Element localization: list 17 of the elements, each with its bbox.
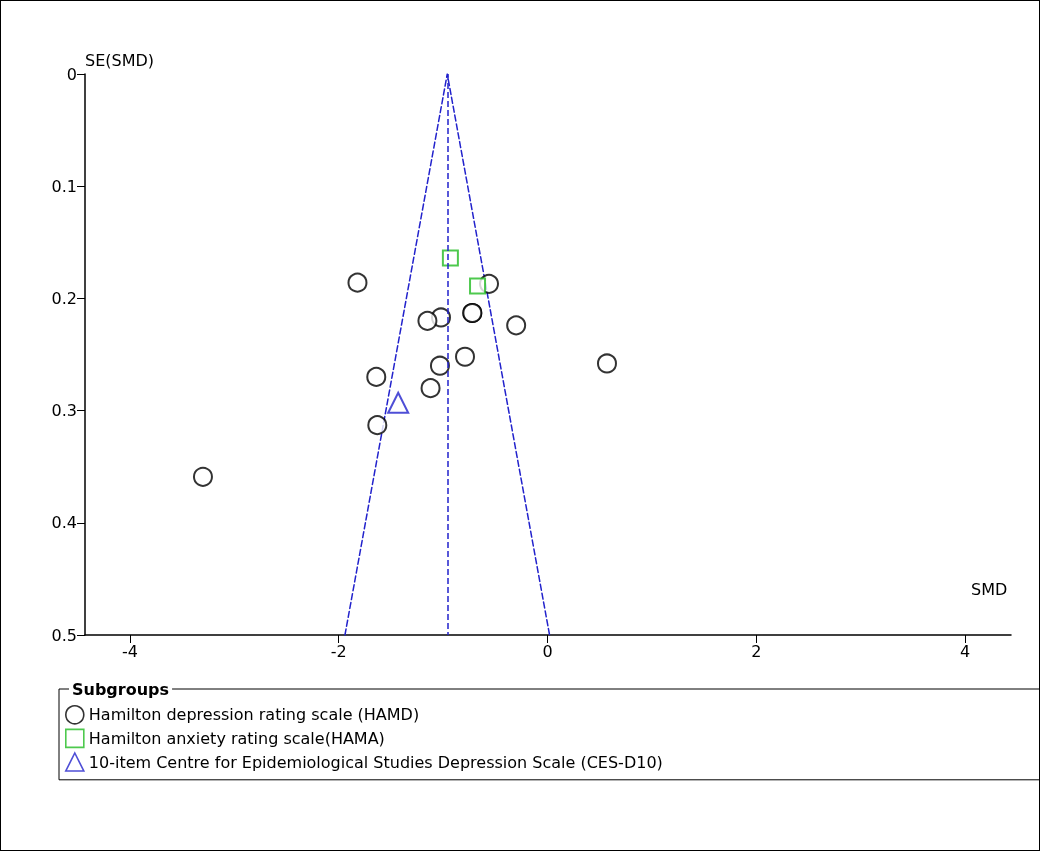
y-tick-label: 0.2 bbox=[51, 288, 77, 308]
x-tick-label: 0 bbox=[542, 641, 553, 661]
x-tick-label: 2 bbox=[751, 641, 762, 661]
legend-label: Hamilton depression rating scale (HAMD) bbox=[88, 705, 420, 725]
y-tick-label: 0.3 bbox=[51, 401, 77, 421]
legend-title: Subgroups bbox=[72, 679, 170, 699]
y-tick-label: 0.4 bbox=[51, 513, 77, 533]
x-tick-label: 4 bbox=[959, 641, 971, 661]
legend-label: Hamilton anxiety rating scale(HAMA) bbox=[88, 728, 385, 748]
y-tick-label: 0.1 bbox=[51, 176, 77, 196]
y-tick-label: 0 bbox=[66, 64, 77, 84]
x-tick-label: -2 bbox=[330, 641, 347, 661]
x-tick-label: -4 bbox=[121, 641, 138, 661]
y-tick-label: 0.5 bbox=[51, 625, 77, 645]
x-axis-title: SMD bbox=[971, 579, 1008, 599]
y-axis-title: SE(SMD) bbox=[85, 50, 155, 70]
legend-label: 10-item Centre for Epidemiological Studies Depression Scale (CES-D10) bbox=[88, 752, 663, 772]
